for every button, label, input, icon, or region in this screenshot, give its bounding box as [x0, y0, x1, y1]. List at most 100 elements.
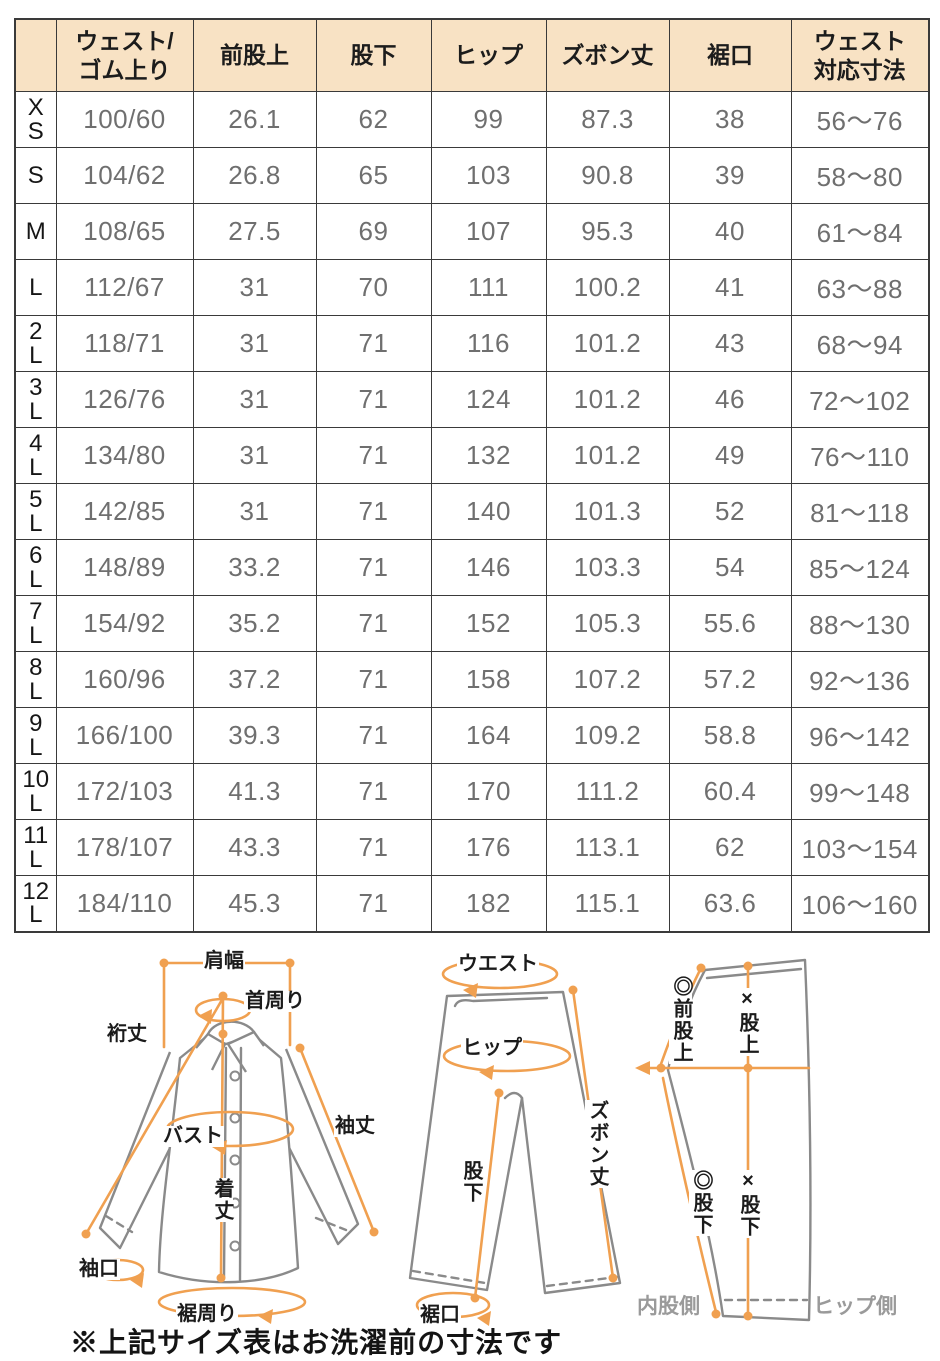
cell: 58.8	[668, 707, 792, 764]
cell: 103	[430, 147, 547, 204]
size-label: X S	[14, 91, 57, 148]
table-row: 4 L 134/80 31 71 132 101.2 49 76〜110	[14, 427, 930, 484]
cell: 103.3	[545, 539, 670, 596]
pants-front-diagram: ウエスト ヒップ ズボン丈 股下 裾口	[395, 948, 665, 1330]
cell: 101.2	[545, 371, 670, 428]
size-label: 10 L	[14, 763, 57, 820]
cell: 108/65	[55, 203, 194, 260]
cell: 111.2	[545, 763, 670, 820]
cell: 103〜154	[790, 819, 930, 876]
cell: 132	[430, 427, 547, 484]
cell: 109.2	[545, 707, 670, 764]
label-inseam-b: ×股下	[736, 1170, 759, 1238]
cell: 49	[668, 427, 792, 484]
cell: 43.3	[192, 819, 317, 876]
size-label: L	[14, 259, 57, 316]
cell: 41	[668, 259, 792, 316]
cell: 100/60	[55, 91, 194, 148]
cell: 37.2	[192, 651, 317, 708]
cell: 85〜124	[790, 539, 930, 596]
cell: 43	[668, 315, 792, 372]
cell: 172/103	[55, 763, 194, 820]
shirt-outline	[98, 1020, 360, 1284]
size-label: M	[14, 203, 57, 260]
label-body-length: 着丈	[210, 1178, 233, 1222]
cell: 176	[430, 819, 547, 876]
table-row: 12 L 184/110 45.3 71 182 115.1 63.6 106〜…	[14, 875, 930, 932]
table-row: M 108/65 27.5 69 107 95.3 40 61〜84	[14, 203, 930, 260]
size-label: 3 L	[14, 371, 57, 428]
cell: 39.3	[192, 707, 317, 764]
cell: 26.1	[192, 91, 317, 148]
cell: 105.3	[545, 595, 670, 652]
shirt-diagram: 肩幅 首周り 裄丈 バスト 袖丈 着丈 袖口 裾周り	[60, 948, 390, 1330]
label-front-rise: ◎前股上	[669, 976, 692, 1064]
cell: 31	[192, 483, 317, 540]
cell: 71	[315, 371, 432, 428]
cell: 76〜110	[790, 427, 930, 484]
header-row: ウェスト/ ゴム上り 前股上 股下 ヒップ ズボン丈 裾口 ウェスト 対応寸法	[14, 18, 930, 92]
cell: 71	[315, 875, 432, 932]
cell: 99	[430, 91, 547, 148]
cell: 71	[315, 819, 432, 876]
cell: 52	[668, 483, 792, 540]
size-label: 7 L	[14, 595, 57, 652]
cell: 118/71	[55, 315, 194, 372]
size-label: 4 L	[14, 427, 57, 484]
cell: 57.2	[668, 651, 792, 708]
cell: 65	[315, 147, 432, 204]
cell: 70	[315, 259, 432, 316]
label-hip-side: ヒップ側	[813, 1295, 897, 1318]
pre-wash-note: ※上記サイズ表はお洗濯前の寸法です	[70, 1327, 563, 1358]
cell: 87.3	[545, 91, 670, 148]
cell: 45.3	[192, 875, 317, 932]
cell: 41.3	[192, 763, 317, 820]
cell: 166/100	[55, 707, 194, 764]
cell: 58〜80	[790, 147, 930, 204]
cell: 62	[315, 91, 432, 148]
cell: 31	[192, 259, 317, 316]
column-header-pants-length: ズボン丈	[545, 18, 670, 92]
label-hip: ヒップ	[461, 1037, 523, 1059]
cell: 152	[430, 595, 547, 652]
label-sleeve-length: 袖丈	[334, 1115, 376, 1137]
cell: 63〜88	[790, 259, 930, 316]
cell: 134/80	[55, 427, 194, 484]
cell: 39	[668, 147, 792, 204]
cell: 142/85	[55, 483, 194, 540]
cell: 71	[315, 539, 432, 596]
cell: 27.5	[192, 203, 317, 260]
table-row: S 104/62 26.8 65 103 90.8 39 58〜80	[14, 147, 930, 204]
cell: 71	[315, 763, 432, 820]
table-row: 2 L 118/71 31 71 116 101.2 43 68〜94	[14, 315, 930, 372]
table-row: 9 L 166/100 39.3 71 164 109.2 58.8 96〜14…	[14, 707, 930, 764]
size-label: 11 L	[14, 819, 57, 876]
table-row: X S 100/60 26.1 62 99 87.3 38 56〜76	[14, 91, 930, 148]
table-row: 11 L 178/107 43.3 71 176 113.1 62 103〜15…	[14, 819, 930, 876]
label-inseam: 股下	[459, 1160, 482, 1204]
cell: 71	[315, 315, 432, 372]
label-rise: ×股上	[735, 988, 758, 1056]
cell: 158	[430, 651, 547, 708]
cell: 71	[315, 707, 432, 764]
cell: 63.6	[668, 875, 792, 932]
size-label: 6 L	[14, 539, 57, 596]
size-table-body: X S 100/60 26.1 62 99 87.3 38 56〜76 S 10…	[14, 91, 930, 932]
label-cuff: 袖口	[78, 1258, 120, 1280]
column-header-waist-range: ウェスト 対応寸法	[790, 18, 930, 92]
size-label: S	[14, 147, 57, 204]
cell: 178/107	[55, 819, 194, 876]
cell: 111	[430, 259, 547, 316]
table-row: 8 L 160/96 37.2 71 158 107.2 57.2 92〜136	[14, 651, 930, 708]
table-row: 3 L 126/76 31 71 124 101.2 46 72〜102	[14, 371, 930, 428]
cell: 126/76	[55, 371, 194, 428]
cell: 95.3	[545, 203, 670, 260]
size-table: ウェスト/ ゴム上り 前股上 股下 ヒップ ズボン丈 裾口 ウェスト 対応寸法 …	[14, 18, 930, 933]
cell: 60.4	[668, 763, 792, 820]
cell: 31	[192, 427, 317, 484]
size-label: 5 L	[14, 483, 57, 540]
cell: 54	[668, 539, 792, 596]
cell: 71	[315, 651, 432, 708]
cell: 146	[430, 539, 547, 596]
cell: 101.2	[545, 315, 670, 372]
